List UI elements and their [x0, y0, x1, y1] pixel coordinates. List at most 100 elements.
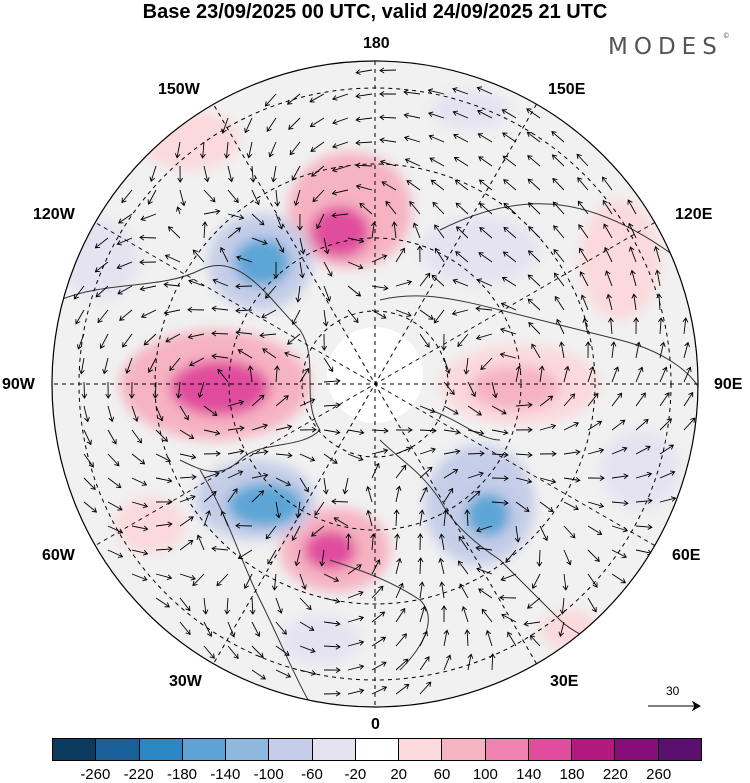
wind-arrow	[371, 686, 388, 695]
wind-arrow	[139, 234, 157, 241]
lon-label-90w: 90W	[2, 376, 35, 393]
wind-arrow	[515, 365, 522, 383]
wind-arrow	[455, 251, 469, 263]
wind-arrow	[578, 224, 589, 239]
wind-arrow	[192, 249, 205, 263]
wind-arrow	[116, 237, 133, 246]
wind-arrow	[467, 405, 482, 416]
wind-arrow	[155, 521, 173, 528]
wind-arrow	[379, 159, 397, 167]
wind-arrow	[299, 621, 315, 631]
wind-arrow	[635, 366, 644, 383]
wind-arrow	[539, 450, 557, 457]
colorbar-tick-label: -60	[301, 766, 323, 783]
wind-arrow	[628, 246, 637, 263]
wind-arrow	[203, 490, 217, 503]
wind-arrow	[102, 357, 109, 375]
wind-arrow	[203, 450, 221, 457]
wind-arrow	[526, 597, 541, 609]
wind-arrow	[275, 213, 284, 230]
wind-arrow	[631, 293, 638, 311]
wind-arrow	[379, 137, 397, 144]
wind-arrow	[251, 472, 269, 479]
wind-arrow	[635, 392, 646, 407]
wind-arrow	[526, 131, 541, 143]
wind-arrow	[371, 462, 380, 479]
wind-arrow	[443, 405, 459, 415]
wind-arrow	[419, 272, 431, 287]
wind-arrow	[409, 200, 421, 215]
wind-arrow	[310, 525, 325, 537]
wind-arrow	[275, 395, 289, 407]
wind-arrow	[404, 158, 421, 167]
wind-arrow	[203, 429, 221, 436]
wind-arrow	[291, 165, 301, 181]
wind-arrow	[192, 573, 205, 587]
wind-arrow	[371, 254, 388, 263]
wind-arrow	[155, 546, 173, 553]
wind-arrow	[179, 539, 194, 551]
wind-arrow	[347, 564, 362, 575]
wind-arrow	[227, 399, 245, 407]
wind-arrow	[455, 202, 469, 215]
wind-arrow	[224, 597, 231, 615]
wind-arrow	[395, 279, 413, 287]
wind-arrow	[587, 597, 597, 613]
wind-arrow	[608, 317, 614, 335]
colorbar-bin	[182, 739, 227, 760]
wind-arrow	[105, 381, 112, 399]
wind-arrow	[467, 450, 485, 457]
wind-arrow	[347, 453, 364, 462]
wind-arrow	[107, 477, 122, 489]
wind-arrow	[499, 594, 517, 601]
wind-arrow	[434, 247, 445, 263]
wind-arrow	[131, 525, 149, 532]
wind-arrow	[331, 212, 349, 219]
wind-arrow	[155, 573, 173, 580]
wind-arrow	[582, 317, 589, 335]
wind-arrow	[536, 549, 543, 567]
wind-arrow	[221, 117, 229, 134]
wind-arrow	[393, 509, 400, 527]
wind-arrow	[323, 643, 341, 650]
wind-arrow	[683, 366, 692, 383]
wind-arrow	[563, 449, 581, 456]
wind-arrow	[475, 525, 493, 533]
wind-arrow	[499, 352, 517, 359]
wind-arrow	[371, 585, 384, 599]
wind-arrow	[312, 189, 325, 203]
wind-arrow	[299, 398, 316, 407]
wind-arrow	[322, 309, 329, 327]
wind-arrow	[439, 581, 445, 599]
wind-arrow	[188, 279, 205, 287]
wind-arrow	[479, 202, 493, 215]
wind-arrow	[418, 509, 425, 527]
wind-arrow	[155, 429, 168, 442]
wind-arrow	[122, 333, 133, 348]
wind-arrow	[201, 221, 208, 239]
wind-arrow	[479, 227, 493, 239]
wind-arrow	[587, 475, 605, 482]
wind-arrow	[273, 261, 279, 279]
wind-arrow	[443, 469, 459, 479]
wind-arrow	[203, 510, 211, 527]
wind-arrow	[323, 620, 341, 627]
wind-arrow	[227, 425, 245, 432]
wind-arrow	[355, 69, 373, 75]
wind-arrow	[611, 473, 629, 480]
wind-arrow	[478, 588, 493, 599]
wind-arrow	[355, 139, 373, 146]
wind-arrow	[443, 654, 452, 671]
wind-arrow	[323, 690, 341, 697]
lon-label-0: 0	[371, 716, 380, 733]
wind-arrow	[459, 583, 469, 599]
wind-arrow	[539, 423, 557, 431]
wind-arrow	[379, 67, 397, 74]
wind-arrow	[553, 248, 565, 263]
wind-arrow	[635, 498, 653, 504]
wind-arrow	[355, 93, 373, 99]
wind-arrow	[83, 501, 98, 513]
wind-arrow	[107, 453, 120, 467]
wind-arrow	[416, 245, 423, 263]
colorbar-bin	[53, 739, 97, 760]
